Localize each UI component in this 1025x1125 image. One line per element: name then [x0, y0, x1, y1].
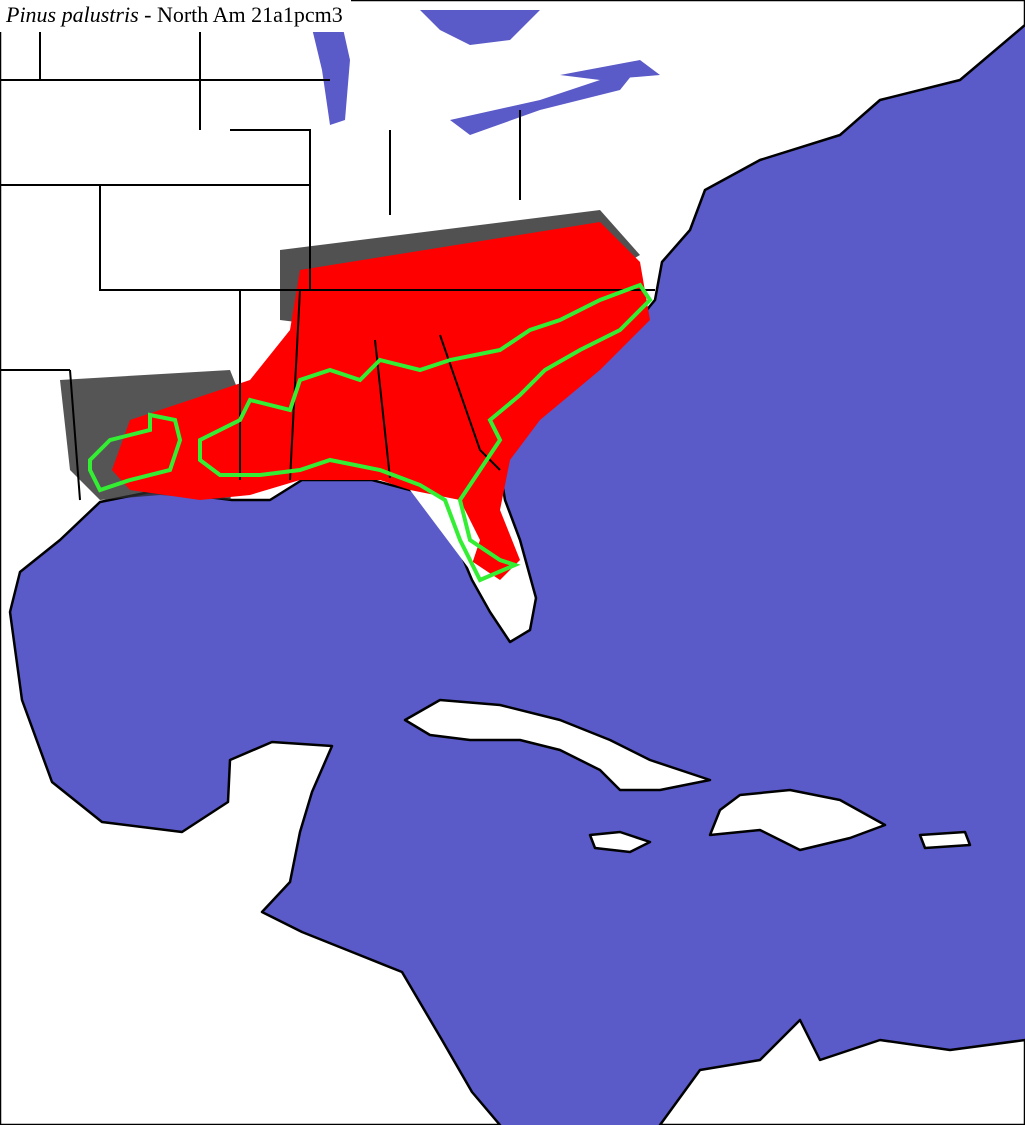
- jamaica: [588, 830, 652, 854]
- title: Pinus palustris - North Am 21a1pcm3: [0, 0, 351, 32]
- hispaniola: [708, 788, 887, 852]
- lake-superior: [420, 10, 540, 45]
- south-america: [658, 1018, 1025, 1125]
- lake-ontario: [560, 60, 660, 80]
- map-label: - North Am 21a1pcm3: [144, 2, 343, 27]
- puerto-rico: [918, 830, 972, 850]
- lake-michigan: [310, 15, 350, 125]
- native-range: [88, 282, 653, 583]
- species-name: Pinus palustris: [6, 2, 139, 27]
- lake-erie: [450, 65, 640, 135]
- state-borders: [0, 0, 655, 501]
- cuba: [403, 698, 712, 792]
